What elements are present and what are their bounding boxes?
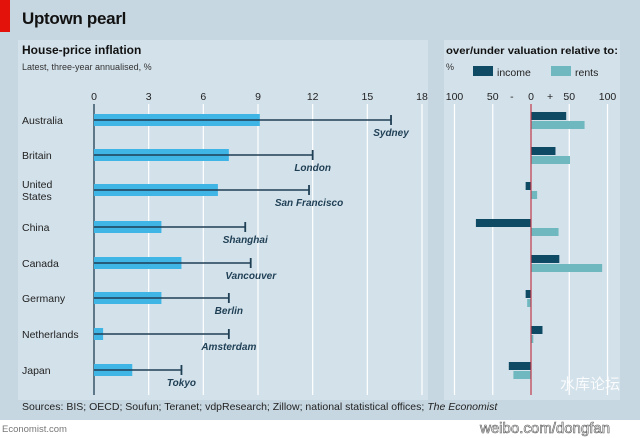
sources-text: Sources: BIS; OECD; Soufun; Teranet; vdp… — [22, 401, 428, 413]
left-chart-subtitle: Latest, three-year annualised, % — [22, 62, 152, 72]
charts-svg: House-price inflation Latest, three-year … — [22, 43, 618, 395]
income-bar — [508, 362, 531, 370]
x-tick-label: 0 — [91, 91, 97, 103]
sources-italic: The Economist — [427, 401, 498, 413]
left-chart-title: House-price inflation — [22, 43, 141, 57]
city-label: London — [294, 163, 331, 174]
city-label: San Francisco — [275, 198, 343, 209]
x-tick-label: 3 — [146, 91, 152, 103]
rents-bar — [531, 264, 603, 272]
income-bar — [531, 147, 556, 155]
category-label: Netherlands — [22, 329, 79, 341]
city-label: Vancouver — [225, 271, 277, 282]
income-bar — [525, 290, 531, 298]
x-tick-label: + — [547, 91, 553, 103]
category-label: Japan — [22, 365, 51, 377]
income-bar — [531, 255, 560, 263]
x-tick-label: 18 — [416, 91, 428, 103]
legend-swatch-income — [473, 66, 493, 76]
rents-bar — [513, 371, 531, 379]
left-panel — [18, 40, 428, 400]
city-label: Sydney — [373, 128, 409, 139]
economist-red-tag — [0, 0, 10, 32]
category-label: Australia — [22, 115, 63, 127]
x-tick-label: 9 — [255, 91, 261, 103]
x-tick-label: 50 — [563, 91, 575, 103]
watermark-cn: 水库论坛 — [560, 376, 621, 393]
legend-swatch-rents — [551, 66, 571, 76]
rents-bar — [531, 228, 559, 236]
rents-bar — [531, 121, 585, 129]
rents-bar — [531, 335, 534, 343]
city-label: Berlin — [215, 306, 243, 317]
x-tick-label: 15 — [361, 91, 373, 103]
category-label: China — [22, 222, 50, 234]
footer-site: Economist.com — [2, 424, 67, 435]
unit-label: % — [446, 62, 454, 72]
legend-label-income: income — [497, 67, 531, 79]
city-label: Amsterdam — [200, 342, 256, 353]
income-bar — [475, 219, 531, 227]
x-tick-label: 50 — [487, 91, 499, 103]
sources-note: Sources: BIS; OECD; Soufun; Teranet; vdp… — [22, 401, 497, 414]
category-label: Britain — [22, 150, 52, 162]
category-label: States — [22, 191, 52, 203]
category-label: Canada — [22, 258, 59, 270]
rents-bar — [527, 299, 531, 307]
city-label: Tokyo — [167, 378, 196, 389]
category-label: Germany — [22, 293, 66, 305]
income-bar — [525, 182, 531, 190]
x-tick-label: 0 — [528, 91, 534, 103]
x-tick-label: 100 — [599, 91, 617, 103]
chart-title: Uptown pearl — [22, 9, 127, 28]
x-tick-label: 6 — [200, 91, 206, 103]
watermark-url: weibo.com/dongfan — [480, 420, 611, 438]
category-label: United — [22, 179, 53, 191]
city-label: Shanghai — [223, 235, 268, 246]
rents-bar — [531, 191, 538, 199]
x-tick-label: 100 — [446, 91, 464, 103]
x-tick-label: - — [510, 91, 514, 103]
right-chart-title: over/under valuation relative to: — [446, 45, 618, 57]
x-tick-label: 12 — [307, 91, 319, 103]
income-bar — [531, 326, 543, 334]
income-bar — [531, 112, 567, 120]
legend-label-rents: rents — [575, 67, 598, 79]
rents-bar — [531, 156, 571, 164]
